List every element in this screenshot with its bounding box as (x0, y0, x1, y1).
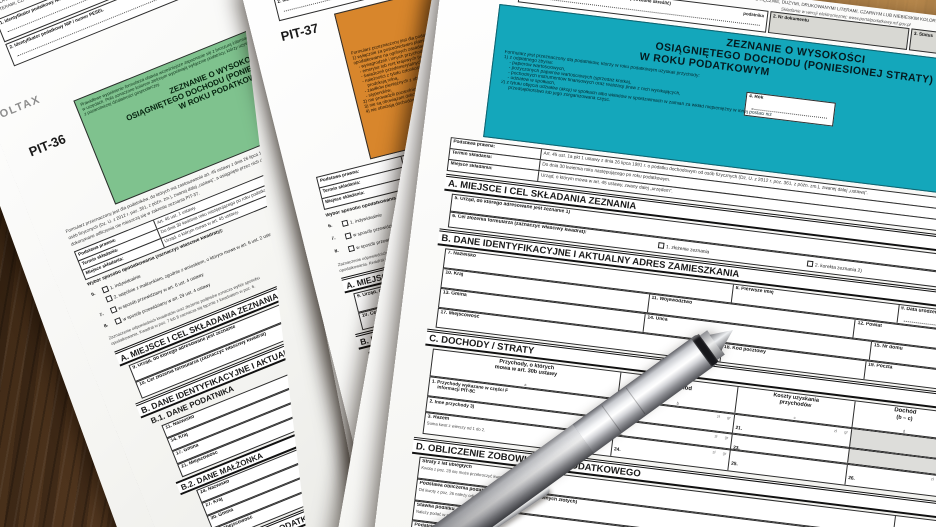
cell-number: 24. (613, 447, 621, 454)
choice-option: 1. złożenie zeznania (665, 245, 710, 256)
checkbox-icon (105, 295, 113, 303)
currency-unit: gr (726, 414, 732, 421)
checkbox-icon (101, 286, 109, 294)
currency-unit: zł (712, 449, 716, 455)
row-number: 7. (330, 236, 337, 242)
choice-option: 1. indywidualnie (349, 212, 383, 226)
field-label: 3. Status (913, 30, 934, 39)
currency-unit: zł (833, 427, 838, 434)
currency-unit: gr (724, 434, 729, 441)
form-code-pit36: PIT-36 (26, 131, 68, 160)
column-letter: c (793, 414, 797, 421)
checkbox-icon (114, 317, 122, 325)
row-number: 6. (90, 291, 97, 298)
column-letter: a (523, 381, 527, 388)
checkbox-icon (806, 260, 814, 268)
row-number: 7. (98, 312, 105, 319)
row-number: 8. (334, 248, 340, 255)
row-number: 6. (327, 223, 334, 230)
poltax-watermark: POLTAX (0, 93, 43, 125)
checkbox-icon (657, 242, 665, 249)
cell-number: 26. (847, 476, 856, 482)
checkbox-icon (110, 306, 118, 314)
currency-unit: zł (930, 476, 935, 482)
checkbox-icon (341, 219, 349, 227)
currency-unit: zł (714, 433, 718, 439)
row-number: 8. (103, 323, 110, 330)
currency-unit: gr (722, 450, 727, 456)
form-code-pit37: PIT-37 (279, 20, 320, 45)
cell-number: 25. (730, 461, 739, 468)
currency-unit: zł (716, 413, 721, 419)
checkbox-icon (347, 244, 355, 253)
cell-number: 21. (735, 425, 743, 432)
column-letter: b (676, 400, 680, 406)
form-pit38: POLA JASNE WYPEŁNIA PODATNIK, POLA CIEMN… (347, 0, 936, 527)
currency-unit: gr (844, 429, 849, 435)
column-letter: d (902, 428, 906, 434)
checkbox-icon (344, 232, 352, 240)
